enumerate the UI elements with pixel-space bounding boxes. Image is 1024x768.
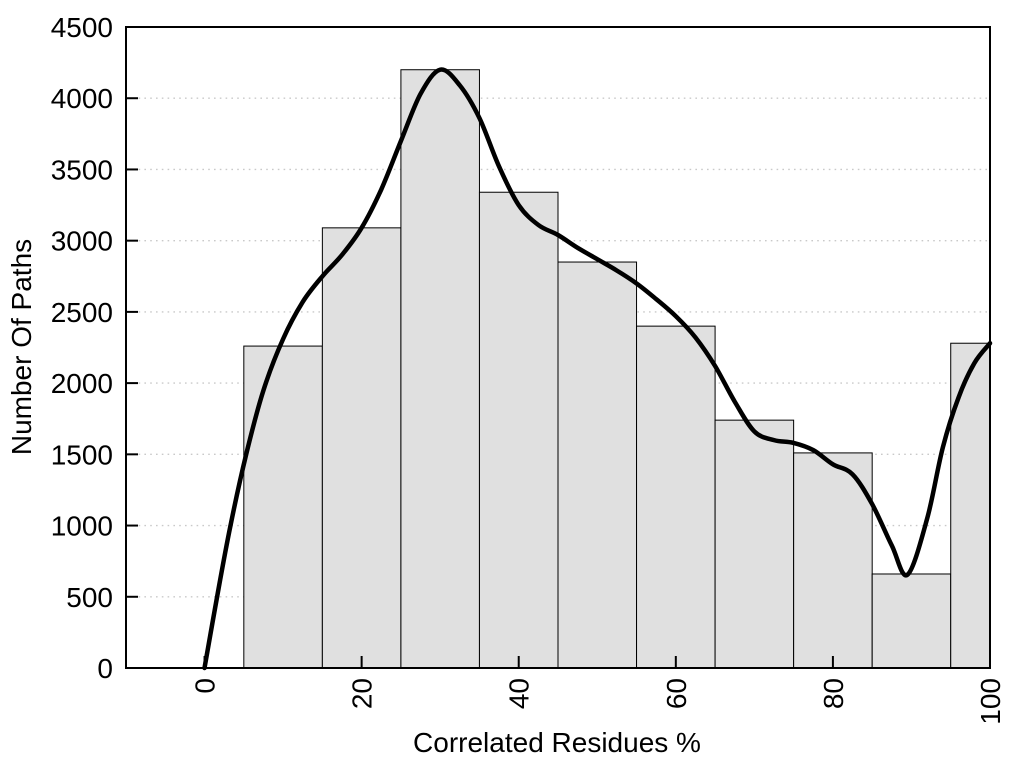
histogram-bar: [400, 69, 480, 669]
x-axis-title: Correlated Residues %: [413, 727, 701, 758]
histogram-bar: [793, 452, 873, 669]
y-tick-label: 500: [66, 582, 113, 613]
y-tick-label: 1000: [51, 511, 113, 542]
histogram-bar: [714, 419, 795, 669]
histogram-bar: [636, 325, 716, 669]
histogram-bar: [243, 345, 323, 669]
x-tick-label: 0: [190, 678, 221, 694]
histogram-bar: [321, 227, 402, 669]
y-tick-label: 1500: [51, 439, 113, 470]
histogram-bars: [243, 69, 991, 669]
trend-curve-layer: [202, 67, 993, 671]
x-tick-label: 80: [818, 678, 849, 709]
x-tick-label: 40: [504, 678, 535, 709]
y-tick-label: 2500: [51, 297, 113, 328]
y-tick-label: 3500: [51, 154, 113, 185]
y-tick-label: 4000: [51, 83, 113, 114]
y-tick-label: 4500: [51, 12, 113, 43]
y-axis-title: Number Of Paths: [6, 239, 37, 455]
tick-labels: 0 500 1000 1500 2000 2500 3000 3500 4000 4500 0 20 4…: [51, 12, 1006, 725]
trend-curve: [202, 67, 993, 671]
histogram-bar: [557, 261, 638, 669]
x-tick-label: 60: [661, 678, 692, 709]
y-tick-label: 2000: [51, 368, 113, 399]
histogram-bar: [478, 191, 559, 669]
x-tick-label: 20: [347, 678, 378, 709]
axes: [125, 26, 991, 669]
histogram-bar: [950, 342, 991, 669]
x-tick-label: 100: [975, 678, 1006, 725]
y-tick-label: 0: [97, 653, 113, 684]
histogram-bar: [871, 573, 952, 669]
plot-border: [125, 26, 991, 669]
y-tick-label: 3000: [51, 226, 113, 257]
